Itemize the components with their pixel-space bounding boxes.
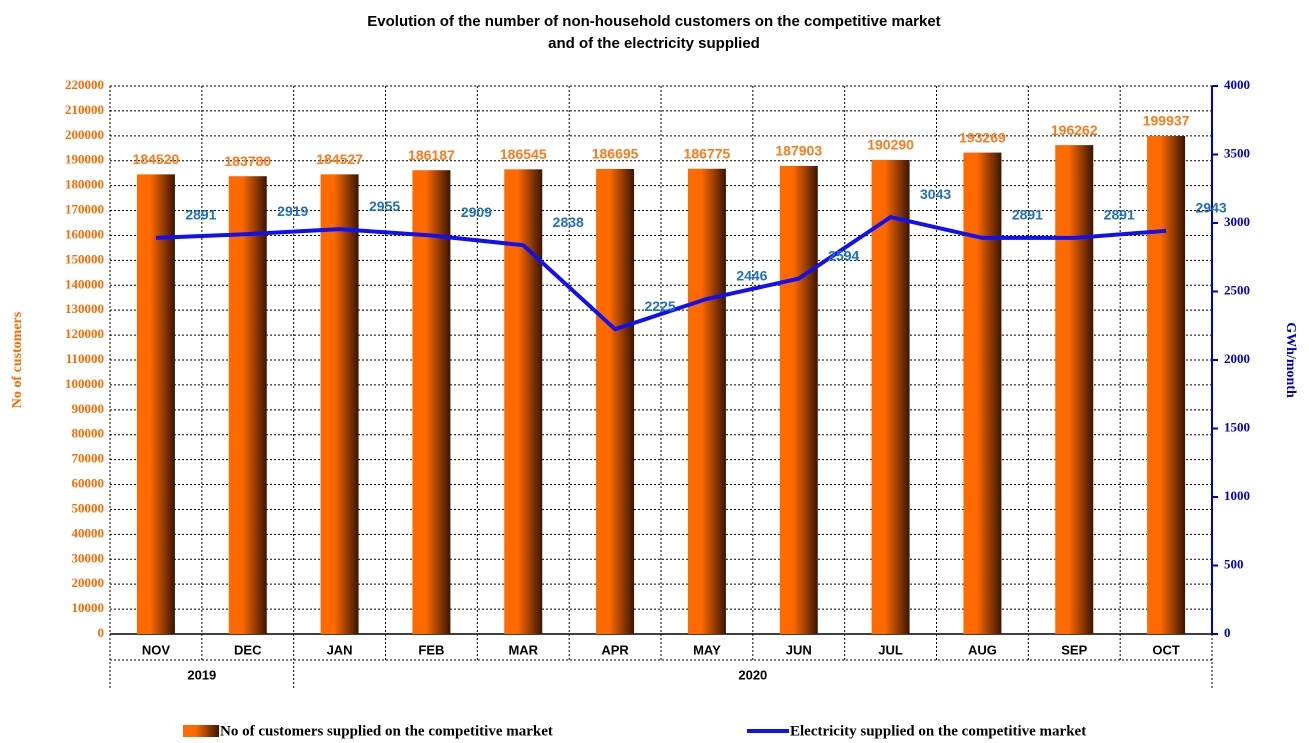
y-tick-label: 140000 — [65, 276, 104, 291]
x-tick-label: DEC — [234, 642, 262, 657]
y-tick-label: 130000 — [65, 301, 104, 316]
y-tick-label: 90000 — [72, 401, 105, 416]
line-value-label: 3043 — [920, 186, 951, 202]
y2-tick-label: 2500 — [1224, 282, 1250, 297]
y2-tick-label: 500 — [1224, 556, 1244, 571]
y2-tick-label: 1500 — [1224, 419, 1250, 434]
legend-label: Electricity supplied on the competitive … — [790, 723, 1086, 739]
y-tick-label: 50000 — [72, 500, 105, 515]
bar — [228, 176, 267, 634]
legend-swatch — [183, 725, 219, 737]
bar-value-label: 184520 — [133, 151, 180, 167]
y2-tick-label: 3500 — [1224, 145, 1250, 160]
y-tick-label: 210000 — [65, 102, 104, 117]
y-tick-label: 160000 — [65, 226, 104, 241]
y-tick-label: 40000 — [72, 525, 105, 540]
bar-value-label: 186187 — [408, 147, 455, 163]
y2-tick-label: 1000 — [1224, 488, 1250, 503]
line-value-label: 2594 — [828, 247, 859, 263]
line-value-label: 2909 — [461, 204, 492, 220]
x-tick-label: MAR — [508, 642, 538, 657]
bar-value-label: 196262 — [1051, 122, 1098, 138]
y-tick-label: 220000 — [65, 77, 104, 92]
x-tick-label: MAY — [693, 642, 721, 657]
y-tick-label: 0 — [98, 625, 105, 640]
bar — [687, 168, 726, 635]
y2-tick-label: 2000 — [1224, 351, 1250, 366]
y-tick-label: 170000 — [65, 202, 104, 217]
y-tick-label: 70000 — [72, 451, 105, 466]
x-tick-label: JUN — [786, 642, 812, 657]
bar-value-label: 193269 — [959, 129, 1006, 145]
chart-title: Evolution of the number of non-household… — [367, 13, 940, 30]
bar — [596, 168, 635, 635]
bar — [504, 169, 543, 634]
x-tick-label: AUG — [968, 642, 997, 657]
x-tick-label: OCT — [1152, 642, 1180, 657]
y2-tick-label: 4000 — [1224, 77, 1250, 92]
bar-value-label: 199937 — [1143, 113, 1190, 129]
x-tick-label: JUL — [878, 642, 903, 657]
bar — [320, 174, 359, 634]
y-tick-label: 10000 — [72, 600, 105, 615]
y2-tick-label: 0 — [1224, 625, 1231, 640]
line — [155, 215, 1167, 332]
y-tick-label: 120000 — [65, 326, 104, 341]
bar — [779, 165, 818, 634]
bar-value-label: 186775 — [684, 145, 731, 161]
bar-value-label: 186545 — [500, 146, 547, 162]
x-tick-label: JAN — [327, 642, 353, 657]
y-tick-label: 100000 — [65, 376, 104, 391]
line-value-label: 2955 — [369, 198, 400, 214]
bar — [1147, 135, 1186, 635]
y-tick-label: 20000 — [72, 575, 105, 590]
y-tick-label: 80000 — [72, 426, 105, 441]
year-label: 2019 — [187, 667, 216, 682]
line-value-label: 2891 — [1012, 207, 1043, 223]
x-tick-label: SEP — [1061, 642, 1087, 657]
year-label: 2020 — [738, 667, 767, 682]
bar-value-label: 187903 — [775, 143, 822, 159]
y-tick-label: 190000 — [65, 152, 104, 167]
line-value-label: 2446 — [736, 268, 767, 284]
y-tick-label: 180000 — [65, 177, 104, 192]
chart-title: and of the electricity supplied — [548, 35, 760, 52]
y-tick-label: 200000 — [65, 127, 104, 142]
y2-tick-label: 3000 — [1224, 214, 1250, 229]
bar — [136, 174, 175, 635]
y-tick-label: 110000 — [66, 351, 104, 366]
y-tick-label: 150000 — [65, 251, 104, 266]
bar-value-label: 190290 — [867, 137, 914, 153]
line-value-label: 2838 — [553, 214, 584, 230]
line-value-label: 2943 — [1196, 200, 1227, 216]
y-tick-label: 30000 — [72, 550, 105, 565]
x-tick-label: FEB — [418, 642, 444, 657]
legend-label: No of customers supplied on the competit… — [220, 723, 553, 739]
bar-value-label: 186695 — [592, 146, 639, 162]
y-tick-label: 60000 — [72, 476, 105, 491]
x-tick-label: NOV — [142, 642, 171, 657]
line-value-label: 2891 — [185, 207, 216, 223]
y-axis-title: No of customers — [10, 311, 25, 408]
y2-axis-title: GWh/month — [1283, 322, 1298, 398]
bar — [963, 152, 1002, 635]
bar — [1055, 145, 1094, 634]
line-value-label: 2225 — [645, 298, 676, 314]
line-value-label: 2891 — [1104, 207, 1135, 223]
line-value-label: 2919 — [277, 203, 308, 219]
bar-value-label: 183780 — [224, 153, 271, 169]
bar — [412, 170, 451, 635]
bar-value-label: 184527 — [316, 151, 363, 167]
bar — [871, 160, 910, 634]
x-tick-label: APR — [601, 642, 629, 657]
